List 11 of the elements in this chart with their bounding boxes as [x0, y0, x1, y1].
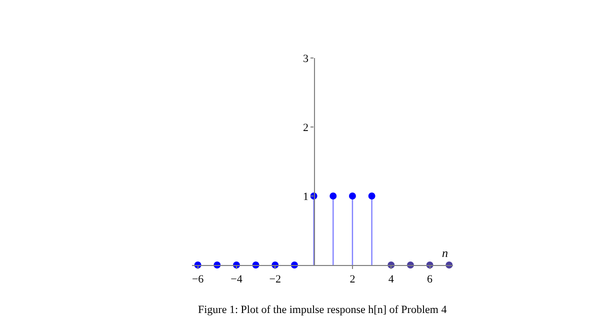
x-tick-label: −6 [192, 273, 204, 286]
x-axis-title: n [442, 246, 448, 260]
y-tick-label: 2 [303, 122, 308, 134]
y-tick-label: 1 [303, 190, 308, 203]
caption: Figure 1: Plot of the impulse response h[n] of Problem 4 [198, 304, 448, 316]
x-tick-label: 6 [427, 273, 434, 286]
x-tick-label: 4 [388, 273, 394, 286]
x-tick-label: −2 [269, 273, 281, 286]
x-tick-label: 2 [350, 273, 356, 286]
x-tick-label: −4 [230, 273, 243, 286]
y-tick-label: 3 [303, 52, 309, 65]
